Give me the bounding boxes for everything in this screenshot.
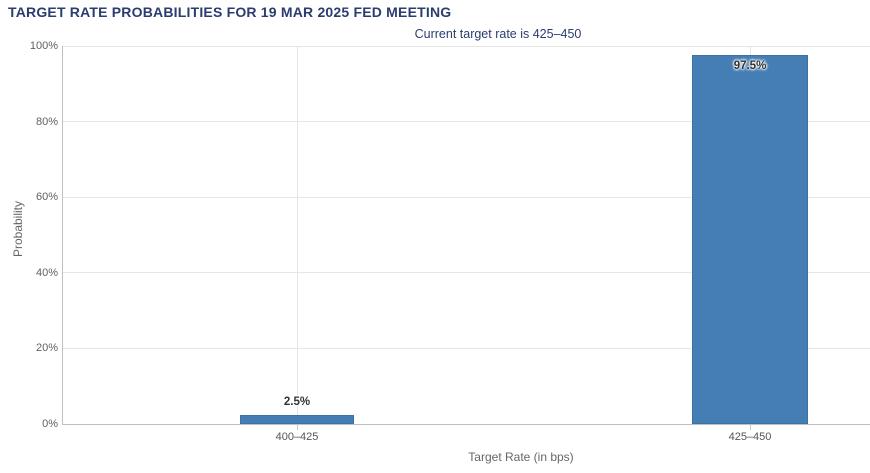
chart-title: TARGET RATE PROBABILITIES FOR 19 MAR 202… xyxy=(8,4,452,20)
bar-data-label: 2.5% xyxy=(283,395,311,408)
y-axis-title: Probability xyxy=(11,200,25,258)
x-axis-line xyxy=(62,424,870,425)
x-axis-title: Target Rate (in bps) xyxy=(468,450,574,464)
y-gridline xyxy=(62,45,870,47)
y-axis-tick-label: 100% xyxy=(29,40,58,52)
y-gridline xyxy=(62,272,870,274)
y-axis-line xyxy=(62,46,63,425)
y-axis-tick-label: 60% xyxy=(35,191,58,204)
y-gridline xyxy=(62,121,870,123)
x-gridline xyxy=(297,46,298,424)
y-gridline xyxy=(62,347,870,349)
x-axis-category-label: 400–425 xyxy=(275,431,319,443)
x-axis-category-label: 425–450 xyxy=(728,431,772,443)
x-axis-tick xyxy=(750,425,751,430)
y-axis-tick-label: 20% xyxy=(35,342,58,355)
y-axis-tick-label: 80% xyxy=(35,115,58,128)
y-axis-tick-label: 40% xyxy=(35,266,58,279)
y-axis-tick-label: 0% xyxy=(42,418,58,430)
bar-data-label: 97.5% xyxy=(733,60,767,73)
chart-subtitle: Current target rate is 425–450 xyxy=(414,27,582,41)
y-gridline xyxy=(62,196,870,198)
probability-bar[interactable] xyxy=(692,55,808,424)
x-axis-tick xyxy=(297,425,298,430)
probability-bar[interactable] xyxy=(240,414,354,424)
